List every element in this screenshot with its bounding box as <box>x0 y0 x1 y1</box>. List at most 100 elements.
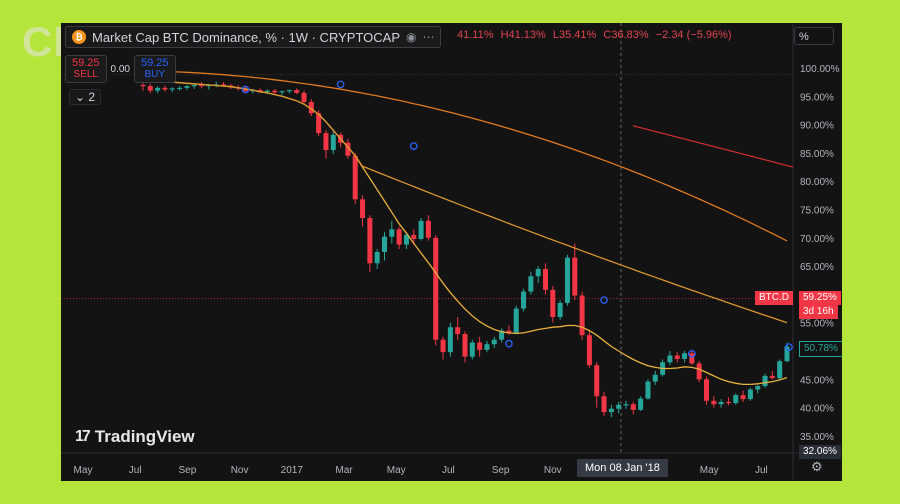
candle-body <box>440 339 446 353</box>
candle-body <box>264 90 270 92</box>
candle-body <box>682 353 688 359</box>
ohlc-readout: 41.11% H41.13% L35.41% C36.83% −2.34 (−5… <box>457 29 736 41</box>
y-tick-label: 85.00% <box>800 149 834 160</box>
candle-body <box>367 217 373 264</box>
price-chart[interactable]: 100.00% 95.00% 90.00% 85.00% 80.00% 75.00% 70.… <box>61 23 842 481</box>
candle-body <box>221 84 226 86</box>
candle-body <box>403 234 409 245</box>
ma-slow-line <box>142 70 788 242</box>
event-marker <box>241 85 250 94</box>
candle-body <box>499 330 505 340</box>
candle-body <box>396 229 402 245</box>
y-tick-label: 40.00% <box>800 404 834 415</box>
candle-body <box>286 90 292 92</box>
candle-body <box>257 90 263 92</box>
y-tick-label: 55.00% <box>800 319 834 330</box>
countdown-badge: 3d 16h <box>799 305 838 319</box>
eye-icon[interactable]: ◉ <box>406 30 417 44</box>
candle-body <box>777 361 783 379</box>
candle-body <box>272 90 278 93</box>
ma-value-badge: 50.78% <box>799 341 842 357</box>
indicators-toggle[interactable]: ⌄ 2 <box>69 89 102 105</box>
candle-body <box>330 134 336 151</box>
candle-body <box>762 375 768 387</box>
candle-body <box>594 365 600 397</box>
candle-body <box>418 220 424 239</box>
candle-body <box>608 408 614 413</box>
candle-body <box>316 113 322 134</box>
candle-body <box>199 84 205 87</box>
candle-body <box>140 84 146 87</box>
y-tick-label: 70.00% <box>800 234 834 245</box>
candle-body <box>477 342 483 350</box>
candle-body <box>513 308 519 333</box>
candle-body <box>491 339 497 345</box>
sell-button[interactable]: 59.25 SELL <box>65 55 107 83</box>
y-tick-label: 80.00% <box>800 177 834 188</box>
more-icon[interactable]: ⋯ <box>422 30 435 44</box>
candle-body <box>733 395 739 404</box>
buy-button[interactable]: 59.25 BUY <box>134 55 176 83</box>
candle-body <box>462 334 468 357</box>
candle-body <box>382 236 387 252</box>
candle-body <box>294 90 300 93</box>
y-tick-label: 45.00% <box>800 375 834 386</box>
candle-body <box>345 142 351 156</box>
y-tick-label: 95.00% <box>800 92 834 103</box>
candle-body <box>747 389 753 400</box>
candle-body <box>557 302 563 318</box>
ohlc-high: H41.13% <box>500 29 546 41</box>
candle-body <box>425 220 431 238</box>
sell-label: SELL <box>73 69 98 80</box>
candle-body <box>162 87 168 90</box>
x-tick-label: Jul <box>755 465 768 476</box>
last-value-badge: 59.25% <box>799 291 841 305</box>
candle-body <box>455 327 461 335</box>
event-marker <box>688 349 696 358</box>
candle-body <box>308 101 314 114</box>
candle-body <box>184 86 190 88</box>
candle-body <box>711 400 717 405</box>
indicator-count: 2 <box>88 90 96 104</box>
ma-mid-line <box>142 73 788 324</box>
candle-body <box>630 404 636 410</box>
candle-body <box>784 346 790 362</box>
candle-body <box>667 355 673 363</box>
candle-body <box>521 291 527 309</box>
chart-panel[interactable]: 100.00% 95.00% 90.00% 85.00% 80.00% 75.00% 70.… <box>61 23 842 481</box>
x-tick-label: May <box>700 465 719 476</box>
candle-body <box>550 289 556 318</box>
x-tick-label: 2017 <box>281 465 304 476</box>
y-tick-label: 75.00% <box>800 206 834 217</box>
candle-body <box>638 398 644 410</box>
symbol-selector[interactable]: ₿ Market Cap BTC Dominance, % · 1W · CRY… <box>65 26 442 48</box>
candle-body <box>147 86 153 91</box>
plot-area <box>61 23 793 453</box>
candle-body <box>360 199 366 218</box>
candle-body <box>528 276 534 292</box>
bitcoin-icon: ₿ <box>72 30 86 44</box>
ohlc-close: C36.83% <box>603 29 649 41</box>
candle-body <box>718 401 724 405</box>
candle-body <box>652 374 658 382</box>
spread-value: 0.00 <box>110 63 130 75</box>
x-tick-label: Sep <box>492 465 510 476</box>
tradingview-mark-icon: 17 <box>75 428 91 445</box>
event-marker <box>409 142 418 150</box>
gear-icon[interactable]: ⚙ <box>811 459 823 474</box>
sell-price: 59.25 <box>72 57 100 69</box>
candle-body <box>279 91 285 93</box>
buy-price: 59.25 <box>141 57 169 69</box>
symbol-header: ₿ Market Cap BTC Dominance, % · 1W · CRY… <box>65 26 442 48</box>
candle-body <box>374 251 380 264</box>
candle-body <box>704 379 709 401</box>
symbol-badge: BTC.D <box>755 291 793 305</box>
candle-body <box>696 363 702 380</box>
scale-mode-button[interactable]: % <box>794 27 834 45</box>
candle-body <box>155 87 161 91</box>
candle-body <box>301 92 307 102</box>
tradingview-wordmark: TradingView <box>94 427 195 446</box>
ohlc-low: L35.41% <box>552 29 597 41</box>
x-tick-label: Mar <box>335 465 353 476</box>
candle-body <box>564 257 570 303</box>
